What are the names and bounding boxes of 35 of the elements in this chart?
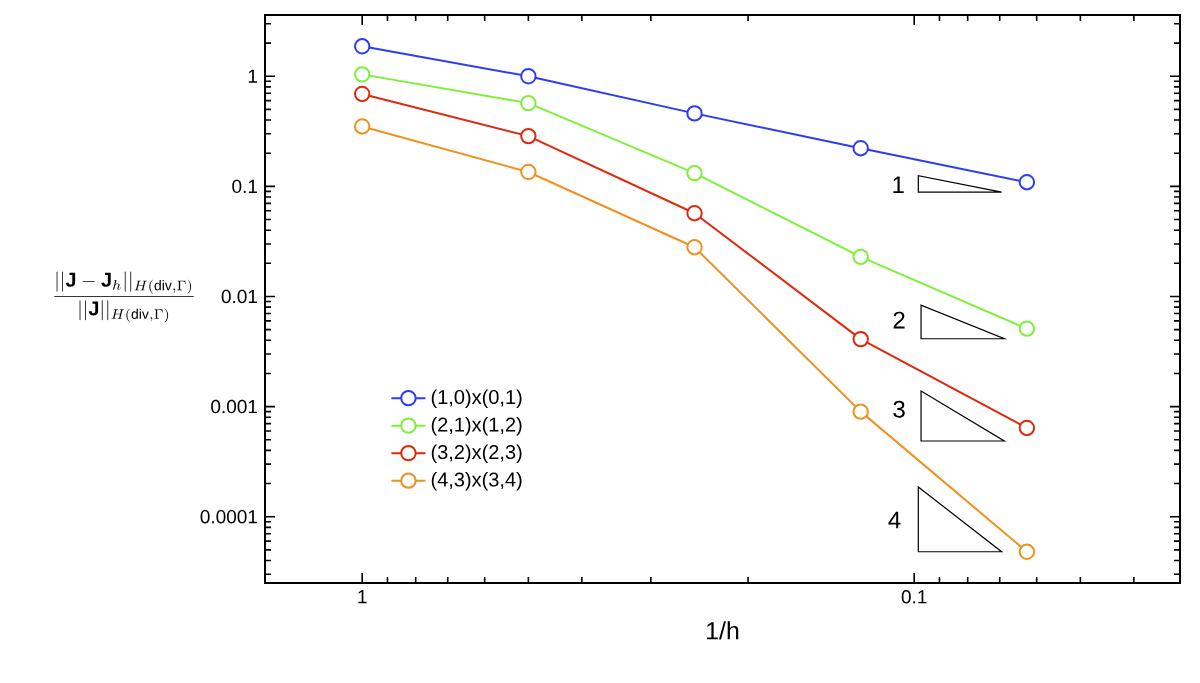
point — [354, 118, 371, 135]
point — [852, 403, 869, 420]
point — [1018, 320, 1036, 337]
legend-label: (2,1)x(1,2) — [431, 416, 522, 436]
legend-label: (3,2)x(2,3) — [431, 444, 522, 464]
annotation: 4 — [888, 511, 901, 529]
point — [686, 164, 703, 182]
annotation: 1 — [893, 176, 904, 194]
y-axis-title: $\frac{||\mathbf{J}-\mathbf{J}_h||_{H(\mathrm{div},\Gamma)}}{||\mathbf{J}||_{H(\mathrm{div},\Gamma)}}$ — [54, 271, 194, 323]
point — [520, 127, 537, 145]
legend-label: (4,3)x(3,4) — [431, 471, 522, 491]
point — [1018, 543, 1036, 560]
annotation: 2 — [893, 311, 905, 329]
point — [852, 330, 869, 348]
x-axis-title: 1/h — [707, 621, 739, 640]
point — [686, 105, 703, 122]
point — [686, 239, 703, 256]
y-tick-label: 0.001 — [211, 399, 257, 414]
legend-label: (1,0)x(0,1) — [431, 389, 522, 409]
point — [354, 38, 371, 55]
point — [852, 140, 869, 157]
y-tick-label: 1 — [248, 69, 257, 83]
point — [520, 68, 537, 85]
annotation: 3 — [893, 400, 905, 418]
point — [520, 94, 537, 112]
point — [354, 85, 371, 103]
point — [354, 66, 371, 83]
point — [852, 248, 869, 266]
y-tick-label: 0.01 — [221, 289, 257, 304]
y-tick-label: 0.0001 — [200, 509, 257, 524]
point — [520, 163, 537, 181]
y-tick-label: 0.1 — [232, 179, 257, 194]
point — [686, 205, 703, 222]
point — [1018, 419, 1036, 437]
point — [1018, 174, 1036, 191]
